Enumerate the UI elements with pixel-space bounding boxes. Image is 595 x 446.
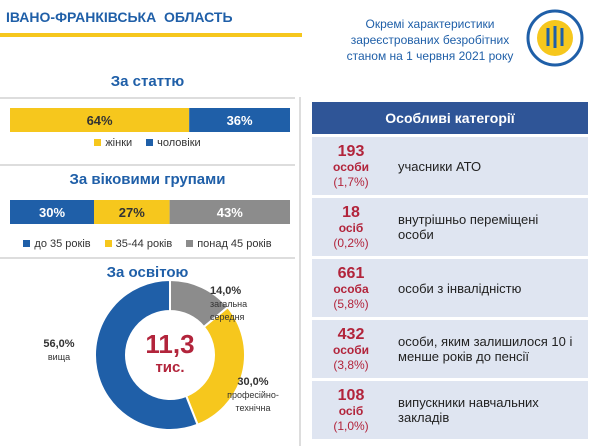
- category-label: особи, яким залишилося 10 і менше років …: [398, 334, 573, 364]
- count-number: 18: [342, 203, 360, 221]
- legend-swatch: [23, 240, 31, 247]
- value-label: 64%: [87, 113, 113, 128]
- slice-category: вища: [47, 352, 71, 362]
- value-label: 30%: [39, 205, 65, 220]
- count-unit: особа: [333, 281, 369, 296]
- category-label: внутрішньо переміщені особи: [398, 212, 539, 242]
- slice-label: 30,0% професійно-технічна: [222, 376, 284, 415]
- header-rule: [0, 33, 302, 37]
- subtitle: Окремі характеристики зареєстрованих без…: [315, 16, 545, 64]
- count-unit: особи: [333, 342, 369, 357]
- count-unit: особи: [333, 159, 369, 174]
- category-count: 193 особи (1,7%): [312, 143, 390, 190]
- category-label: особи з інвалідністю: [398, 280, 522, 296]
- legend-swatch: [146, 139, 154, 146]
- legend-label: 35-44 років: [115, 238, 173, 250]
- legend-item: понад 45 років: [186, 238, 272, 250]
- legend-label: жінки: [105, 137, 133, 149]
- legend: жінки чоловіки: [0, 137, 295, 149]
- legend: до 35 років 35-44 років понад 45 років: [0, 238, 295, 250]
- center-unit: тис.: [155, 359, 184, 376]
- slice-value: 14,0%: [210, 285, 242, 297]
- legend-item: чоловіки: [146, 137, 201, 149]
- value-label: 43%: [217, 205, 243, 220]
- category-label: випускники навчальних закладів: [398, 395, 539, 425]
- count-unit: осіб: [338, 220, 364, 235]
- legend-swatch: [104, 240, 112, 247]
- count-share: (1,7%): [333, 174, 369, 189]
- logo-mark: [546, 26, 564, 48]
- legend-swatch: [94, 139, 102, 146]
- slice-value: 30,0%: [237, 376, 269, 388]
- category-row: 661 особа (5,8%) особи з інвалідністю: [312, 259, 588, 317]
- legend-item: 35-44 років: [104, 238, 173, 250]
- section-title: За віковими групами: [69, 171, 226, 188]
- slice-category: професійно-технічна: [227, 390, 279, 413]
- panel-title: Особливі категорії: [312, 102, 588, 134]
- bar-segment: [189, 108, 290, 132]
- category-label: учасники АТО: [398, 158, 482, 174]
- subtitle-line: Окремі характеристики: [365, 17, 495, 31]
- donut-hole: [128, 313, 212, 397]
- bar-segment: [10, 108, 190, 132]
- bar-segment: [94, 200, 170, 224]
- bar-segment: [10, 200, 94, 224]
- section-title: За освітою: [106, 264, 189, 281]
- center-value: 11,3: [145, 329, 194, 359]
- subtitle-line: станом на 1 червня 2021 року: [346, 49, 514, 63]
- legend-label: до 35 років: [34, 238, 91, 250]
- section-title: За статтю: [110, 73, 185, 90]
- count-number: 432: [337, 325, 365, 343]
- category-count: 661 особа (5,8%): [312, 265, 390, 312]
- count-number: 193: [337, 142, 365, 160]
- slice-label: 14,0% загальна середня: [210, 285, 272, 324]
- count-number: 108: [337, 386, 365, 404]
- legend-item: до 35 років: [23, 238, 91, 250]
- slice-value: 56,0%: [43, 338, 75, 350]
- count-number: 661: [337, 264, 365, 282]
- category-count: 108 осіб (1,0%): [312, 387, 390, 434]
- count-share: (3,8%): [333, 357, 369, 372]
- count-share: (0,2%): [333, 235, 369, 250]
- legend-item: жінки: [94, 137, 132, 149]
- category-row: 193 особи (1,7%) учасники АТО: [312, 137, 588, 195]
- category-count: 18 осіб (0,2%): [312, 204, 390, 251]
- bar-segment: [169, 200, 290, 224]
- region-title: ІВАНО-ФРАНКІВСЬКА ОБЛАСТЬ: [6, 9, 233, 25]
- count-share: (5,8%): [333, 296, 369, 311]
- value-label: 36%: [227, 113, 253, 128]
- legend-label: чоловіки: [157, 137, 201, 149]
- subtitle-line: зареєстрованих безробітних: [350, 33, 510, 47]
- category-row: 108 осіб (1,0%) випускники навчальних закла…: [312, 381, 588, 439]
- donut-slice: [94, 278, 199, 431]
- legend-swatch: [186, 240, 194, 247]
- category-row: 18 осіб (0,2%) внутрішньо переміщені особи: [312, 198, 588, 256]
- slice-category: загальна середня: [210, 299, 248, 322]
- value-label: 27%: [119, 205, 145, 220]
- category-row: 432 особи (3,8%) особи, яким залишилося 10 …: [312, 320, 588, 378]
- slice-label: 56,0% вища: [28, 338, 90, 364]
- count-unit: осіб: [338, 403, 364, 418]
- legend-label: понад 45 років: [197, 238, 272, 250]
- category-count: 432 особи (3,8%): [312, 326, 390, 373]
- count-share: (1,0%): [333, 418, 369, 433]
